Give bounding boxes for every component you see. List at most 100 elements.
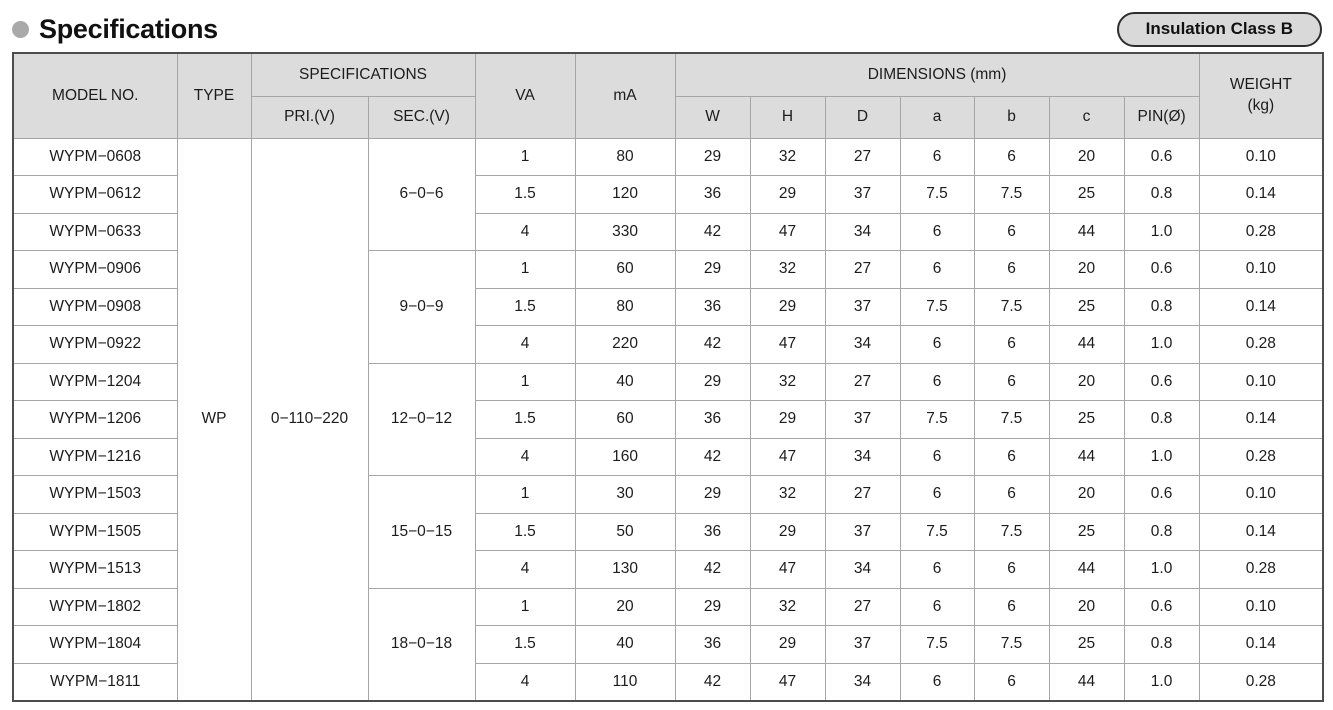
col-header-weight-line1: WEIGHT xyxy=(1229,75,1292,93)
ma-cell: 160 xyxy=(574,437,676,476)
col-header-c: c xyxy=(1048,95,1125,139)
b-cell: 6 xyxy=(973,212,1050,251)
model-no-cell: WYPM−1802 xyxy=(12,587,178,626)
table-row: WYPM−1216 4 160 42 47 34 6 6 44 1.0 0.28 xyxy=(12,437,1324,476)
col-header-model-no: MODEL NO. xyxy=(12,52,178,139)
weight-cell: 0.14 xyxy=(1198,287,1324,326)
model-no-cell: WYPM−0908 xyxy=(12,287,178,326)
w-cell: 42 xyxy=(674,437,751,476)
table-row: WYPM−0908 1.5 80 36 29 37 7.5 7.5 25 0.8 0.14 xyxy=(12,287,1324,326)
h-cell: 32 xyxy=(749,250,826,289)
a-cell: 6 xyxy=(899,325,975,364)
a-cell: 7.5 xyxy=(899,512,975,551)
specifications-table: MODEL NO. TYPE SPECIFICATIONS VA mA DIME… xyxy=(12,52,1325,702)
b-cell: 6 xyxy=(973,137,1050,176)
a-cell: 7.5 xyxy=(899,625,975,664)
ma-cell: 40 xyxy=(574,625,676,664)
h-cell: 32 xyxy=(749,362,826,401)
c-cell: 20 xyxy=(1048,587,1125,626)
ma-cell: 220 xyxy=(574,325,676,364)
h-cell: 47 xyxy=(749,662,826,701)
weight-cell: 0.10 xyxy=(1198,475,1324,514)
pin-cell: 1.0 xyxy=(1123,212,1200,251)
c-cell: 25 xyxy=(1048,287,1125,326)
c-cell: 44 xyxy=(1048,212,1125,251)
model-no-cell: WYPM−0633 xyxy=(12,212,178,251)
b-cell: 7.5 xyxy=(973,287,1050,326)
ma-cell: 50 xyxy=(574,512,676,551)
c-cell: 25 xyxy=(1048,175,1125,214)
d-cell: 34 xyxy=(824,212,901,251)
h-cell: 47 xyxy=(749,325,826,364)
pin-cell: 0.8 xyxy=(1123,175,1200,214)
h-cell: 47 xyxy=(749,212,826,251)
ma-cell: 120 xyxy=(574,175,676,214)
ma-cell: 40 xyxy=(574,362,676,401)
va-cell: 1 xyxy=(474,137,576,176)
pin-cell: 0.6 xyxy=(1123,137,1200,176)
pin-cell: 0.8 xyxy=(1123,512,1200,551)
weight-cell: 0.28 xyxy=(1198,550,1324,589)
h-cell: 29 xyxy=(749,175,826,214)
va-cell: 1 xyxy=(474,475,576,514)
c-cell: 20 xyxy=(1048,362,1125,401)
d-cell: 37 xyxy=(824,400,901,439)
ma-cell: 60 xyxy=(574,400,676,439)
pin-cell: 0.6 xyxy=(1123,362,1200,401)
title-wrap: Specifications xyxy=(12,13,218,44)
d-cell: 37 xyxy=(824,287,901,326)
d-cell: 37 xyxy=(824,625,901,664)
model-no-cell: WYPM−1216 xyxy=(12,437,178,476)
b-cell: 7.5 xyxy=(973,175,1050,214)
w-cell: 36 xyxy=(674,512,751,551)
b-cell: 6 xyxy=(973,325,1050,364)
weight-cell: 0.10 xyxy=(1198,362,1324,401)
b-cell: 6 xyxy=(973,250,1050,289)
weight-cell: 0.28 xyxy=(1198,325,1324,364)
model-no-cell: WYPM−1804 xyxy=(12,625,178,664)
col-header-ma: mA xyxy=(574,52,676,139)
c-cell: 44 xyxy=(1048,550,1125,589)
weight-cell: 0.14 xyxy=(1198,512,1324,551)
b-cell: 6 xyxy=(973,587,1050,626)
a-cell: 6 xyxy=(899,212,975,251)
col-header-type: TYPE xyxy=(176,52,252,139)
sec-voltage-cell: 15−0−15 xyxy=(367,475,476,589)
va-cell: 1.5 xyxy=(474,625,576,664)
col-header-d: D xyxy=(824,95,901,139)
va-cell: 4 xyxy=(474,550,576,589)
col-header-va: VA xyxy=(474,52,576,139)
c-cell: 20 xyxy=(1048,250,1125,289)
table-row: WYPM−0633 4 330 42 47 34 6 6 44 1.0 0.28 xyxy=(12,212,1324,251)
col-header-pri: PRI.(V) xyxy=(250,95,369,139)
w-cell: 29 xyxy=(674,587,751,626)
page-title: Specifications xyxy=(39,13,218,44)
table-row: WYPM−1503 15−0−15 1 30 29 32 27 6 6 20 0.6 0.10 xyxy=(12,475,1324,589)
h-cell: 29 xyxy=(749,512,826,551)
table-row: WYPM−0906 9−0−9 1 60 29 32 27 6 6 20 0.6 0.10 xyxy=(12,250,1324,364)
model-no-cell: WYPM−1204 xyxy=(12,362,178,401)
d-cell: 27 xyxy=(824,362,901,401)
col-header-b: b xyxy=(973,95,1050,139)
w-cell: 42 xyxy=(674,212,751,251)
bullet-icon xyxy=(12,20,29,38)
table-row: WYPM−1811 4 110 42 47 34 6 6 44 1.0 0.28 xyxy=(12,662,1324,701)
va-cell: 1.5 xyxy=(474,400,576,439)
col-header-dimensions: DIMENSIONS (mm) xyxy=(674,52,1200,97)
model-no-cell: WYPM−1503 xyxy=(12,475,178,514)
va-cell: 4 xyxy=(474,437,576,476)
d-cell: 37 xyxy=(824,512,901,551)
a-cell: 6 xyxy=(899,550,975,589)
table-row: WYPM−0612 1.5 120 36 29 37 7.5 7.5 25 0.8 0.14 xyxy=(12,175,1324,214)
ma-cell: 110 xyxy=(574,662,676,701)
va-cell: 1.5 xyxy=(474,512,576,551)
model-no-cell: WYPM−0922 xyxy=(12,325,178,364)
ma-cell: 130 xyxy=(574,550,676,589)
d-cell: 27 xyxy=(824,475,901,514)
a-cell: 6 xyxy=(899,475,975,514)
h-cell: 47 xyxy=(749,550,826,589)
c-cell: 44 xyxy=(1048,325,1125,364)
a-cell: 7.5 xyxy=(899,287,975,326)
c-cell: 25 xyxy=(1048,400,1125,439)
col-header-sec: SEC.(V) xyxy=(367,95,476,139)
